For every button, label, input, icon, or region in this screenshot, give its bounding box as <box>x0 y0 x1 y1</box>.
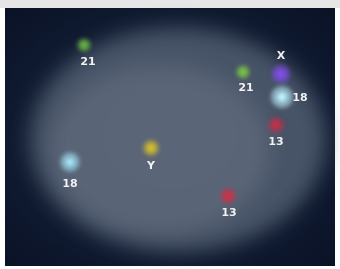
signal-spot <box>66 158 74 166</box>
probe-label: 21 <box>238 81 253 94</box>
top-bar <box>0 0 340 8</box>
probe-label: 18 <box>292 91 307 104</box>
probe-label: 13 <box>268 135 283 148</box>
signal-spot <box>277 92 287 102</box>
signal-spot <box>225 193 230 198</box>
probe-label: 21 <box>80 55 95 68</box>
signal-spot <box>241 70 245 74</box>
probe-label: 13 <box>221 206 236 219</box>
probe-label: Y <box>146 159 156 172</box>
probe-label: 18 <box>62 177 77 190</box>
signal-spot <box>277 70 284 77</box>
probe-label: X <box>277 49 286 62</box>
micrograph: 21 21 X 18 13 Y 18 13 <box>0 0 340 269</box>
page: {"labels": ["21", "21", "X", "18", "13",… <box>0 0 340 269</box>
signal-spot <box>82 43 86 47</box>
signal-spot <box>148 145 153 150</box>
signal-spot <box>273 122 278 127</box>
